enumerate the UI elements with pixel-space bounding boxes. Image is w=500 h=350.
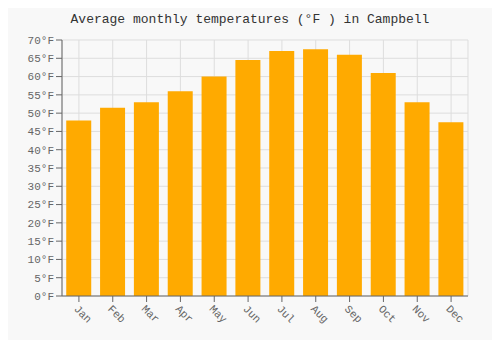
svg-text:50°F: 50°F bbox=[28, 108, 54, 120]
svg-text:70°F: 70°F bbox=[28, 35, 54, 47]
svg-text:Oct: Oct bbox=[376, 303, 398, 325]
svg-text:Mar: Mar bbox=[139, 303, 161, 325]
html-text:Average monthly temperatures (: Average monthly temperatures (°F ) in Ca… bbox=[70, 12, 430, 27]
svg-text:15°F: 15°F bbox=[28, 236, 54, 248]
svg-text:30°F: 30°F bbox=[28, 181, 54, 193]
svg-text:May: May bbox=[207, 303, 230, 326]
svg-text:25°F: 25°F bbox=[28, 199, 54, 211]
svg-text:Dec: Dec bbox=[443, 303, 465, 325]
svg-text:60°F: 60°F bbox=[28, 71, 54, 83]
svg-text:55°F: 55°F bbox=[28, 90, 54, 102]
svg-text:10°F: 10°F bbox=[28, 254, 54, 266]
svg-text:Nov: Nov bbox=[410, 303, 433, 326]
svg-text:5°F: 5°F bbox=[34, 273, 54, 285]
svg-text:Apr: Apr bbox=[173, 303, 195, 325]
svg-text:45°F: 45°F bbox=[28, 126, 54, 138]
svg-text:35°F: 35°F bbox=[28, 163, 54, 175]
svg-text:40°F: 40°F bbox=[28, 145, 54, 157]
svg-text:65°F: 65°F bbox=[28, 53, 54, 65]
svg-text:Jul: Jul bbox=[274, 303, 296, 325]
svg-text:20°F: 20°F bbox=[28, 218, 54, 230]
svg-text:Feb: Feb bbox=[105, 303, 127, 325]
svg-text:0°F: 0°F bbox=[34, 291, 54, 303]
svg-text:Aug: Aug bbox=[308, 303, 330, 325]
svg-text:Sep: Sep bbox=[342, 303, 364, 325]
svg-text:Jan: Jan bbox=[71, 303, 93, 325]
svg-text:Jun: Jun bbox=[240, 303, 262, 325]
